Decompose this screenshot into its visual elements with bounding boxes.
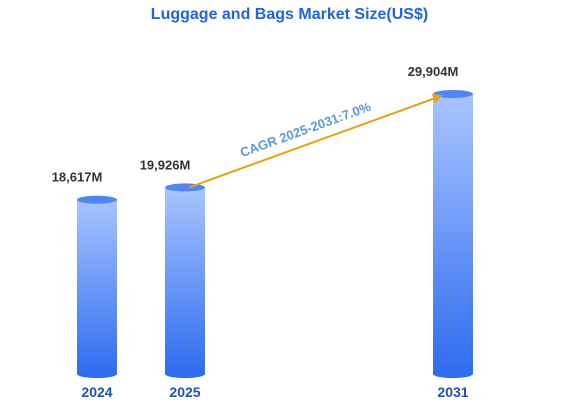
cagr-arrow xyxy=(188,94,443,189)
cagr-label: CAGR 2025-2031:7.0% xyxy=(238,99,373,160)
bar-2031 xyxy=(433,94,473,374)
bar-2024 xyxy=(77,199,117,374)
bar-base-2031 xyxy=(433,370,473,378)
value-label-2031: 29,904M xyxy=(408,64,459,79)
value-label-2024: 18,617M xyxy=(52,170,103,185)
chart-title: Luggage and Bags Market Size(US$) xyxy=(150,6,429,23)
labels-layer: 18,617M 2024 19,926M 2025 29,904M 2031 xyxy=(52,64,469,400)
bars-layer xyxy=(77,90,473,378)
value-label-2025: 19,926M xyxy=(140,157,191,172)
bar-base-2025 xyxy=(165,370,205,378)
year-label-2024: 2024 xyxy=(81,384,112,400)
bar-base-2024 xyxy=(77,370,117,378)
year-label-2025: 2025 xyxy=(169,384,200,400)
year-label-2031: 2031 xyxy=(437,384,468,400)
bar-cap-2024 xyxy=(77,195,117,204)
cagr-annotation: CAGR 2025-2031:7.0% xyxy=(188,94,443,189)
bar-2025 xyxy=(165,187,205,374)
bar-cap-2031 xyxy=(433,90,473,98)
